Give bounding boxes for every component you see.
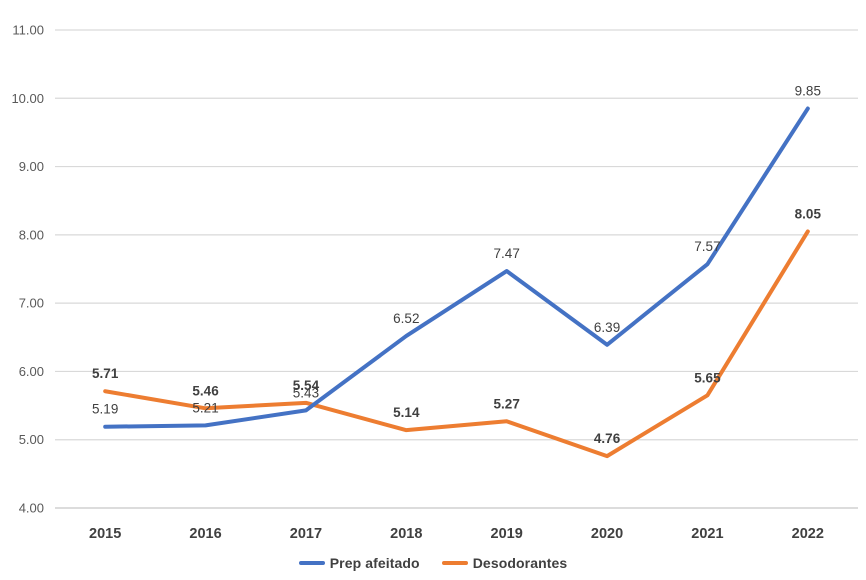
series-line-prep-afeitado (103, 106, 810, 429)
series-line-desodorantes (103, 229, 810, 459)
y-tick-label: 9.00 (19, 159, 44, 174)
data-label: 8.05 (795, 206, 822, 221)
legend-item-desodorantes: Desodorantes (441, 555, 568, 571)
data-label: 7.47 (494, 246, 520, 261)
x-tick-label: 2015 (89, 526, 121, 542)
y-tick-label: 8.00 (19, 227, 44, 242)
y-tick-label: 6.00 (19, 364, 44, 379)
data-label: 5.71 (92, 366, 119, 381)
x-tick-label: 2019 (491, 526, 523, 542)
y-tick-label: 5.00 (19, 432, 44, 447)
data-label: 5.27 (494, 396, 520, 411)
y-tick-label: 4.00 (19, 501, 44, 516)
data-label: 5.46 (192, 383, 219, 398)
legend-label-prep-afeitado: Prep afeitado (329, 555, 420, 571)
data-label: 5.14 (393, 405, 420, 420)
x-tick-label: 2021 (691, 526, 723, 542)
legend-label-desodorantes: Desodorantes (472, 555, 568, 571)
x-tick-label: 2020 (591, 526, 623, 542)
y-tick-label: 7.00 (19, 296, 44, 311)
x-tick-label: 2017 (290, 526, 322, 542)
x-tick-label: 2018 (390, 526, 422, 542)
data-label: 5.21 (192, 400, 218, 415)
data-label: 5.54 (293, 378, 320, 393)
legend-line-swatch-blue (298, 561, 325, 565)
y-tick-label: 11.00 (12, 23, 44, 38)
data-label: 9.85 (795, 84, 821, 99)
data-label: 4.76 (594, 431, 621, 446)
legend-item-prep-afeitado: Prep afeitado (298, 555, 420, 571)
data-label: 6.52 (393, 311, 419, 326)
legend-line-swatch-orange (441, 561, 468, 565)
data-label: 7.57 (694, 239, 720, 254)
data-label: 6.39 (594, 320, 620, 335)
data-label: 5.43 (293, 385, 319, 400)
data-label: 5.65 (694, 370, 721, 385)
data-label: 5.19 (92, 402, 118, 417)
chart-legend: Prep afeitado Desodorantes (0, 555, 866, 571)
x-tick-label: 2022 (792, 526, 824, 542)
y-tick-label: 10.00 (11, 91, 44, 106)
x-tick-label: 2016 (189, 526, 221, 542)
